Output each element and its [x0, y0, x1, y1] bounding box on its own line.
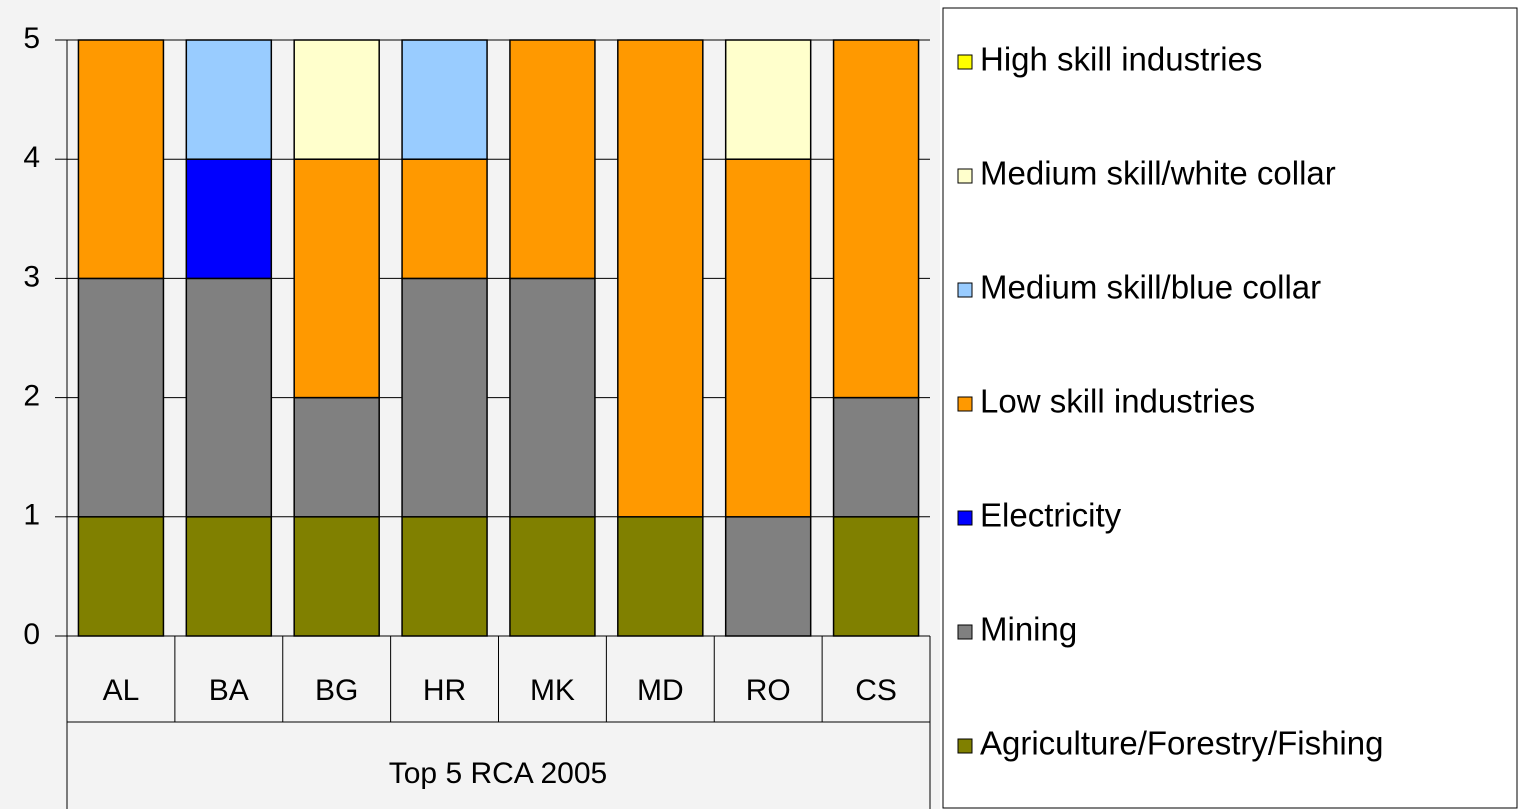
x-tick-label: MD [637, 674, 684, 707]
bar-segment [724, 516, 812, 637]
legend-label: Mining [980, 611, 1077, 648]
legend-swatch [957, 168, 973, 184]
bar-segment [724, 158, 812, 518]
y-tick-label: 2 [23, 380, 40, 413]
bar-segment [509, 39, 596, 280]
legend-swatch [957, 396, 973, 412]
y-tick-label: 1 [23, 499, 40, 532]
bar-segment [401, 158, 488, 280]
bar-segment [293, 39, 380, 160]
bar-segment [617, 39, 704, 518]
legend-label: Medium skill/blue collar [980, 269, 1321, 306]
x-tick-label: CS [855, 674, 897, 707]
x-axis-label: Top 5 RCA 2005 [389, 757, 607, 790]
legend-label: High skill industries [980, 41, 1262, 78]
bar-segment [293, 396, 380, 518]
bar-segment [832, 39, 920, 399]
x-tick-label: BA [209, 674, 249, 707]
legend-swatch [957, 510, 973, 526]
bar-segment [724, 39, 812, 160]
y-tick-label: 5 [23, 22, 40, 55]
bar-segment [77, 39, 165, 280]
bar-segment [509, 516, 596, 637]
bar-segment [832, 396, 920, 518]
legend-label: Low skill industries [980, 383, 1255, 420]
bar-segment [401, 39, 488, 160]
bar-segment [293, 158, 380, 399]
bar-segment [185, 277, 273, 518]
legend-label: Medium skill/white collar [980, 155, 1336, 192]
bar-segment [185, 158, 273, 280]
bar-segment [401, 516, 488, 637]
bar-segment [77, 516, 165, 637]
legend-swatch [957, 54, 973, 70]
legend-label: Electricity [980, 497, 1122, 534]
x-tick-label: AL [103, 674, 140, 707]
y-tick-label: 0 [23, 618, 40, 651]
legend-swatch [957, 282, 973, 298]
x-tick-label: RO [746, 674, 791, 707]
x-tick-label: HR [423, 674, 466, 707]
y-tick-label: 3 [23, 260, 40, 293]
bar-segment [185, 39, 273, 160]
bar-segment [509, 277, 596, 518]
legend-swatch [957, 624, 973, 640]
x-tick-label: BG [315, 674, 358, 707]
legend-swatch [957, 738, 973, 754]
bar-segment [401, 277, 488, 518]
bar-segment [185, 516, 273, 637]
legend-label: Agriculture/Forestry/Fishing [980, 725, 1383, 762]
bar-segment [77, 277, 165, 518]
legend-box [942, 7, 1518, 809]
bar-segment [293, 516, 380, 637]
y-tick-label: 4 [23, 141, 40, 174]
bar-segment [832, 516, 920, 637]
x-tick-label: MK [530, 674, 575, 707]
bar-segment [617, 516, 704, 637]
